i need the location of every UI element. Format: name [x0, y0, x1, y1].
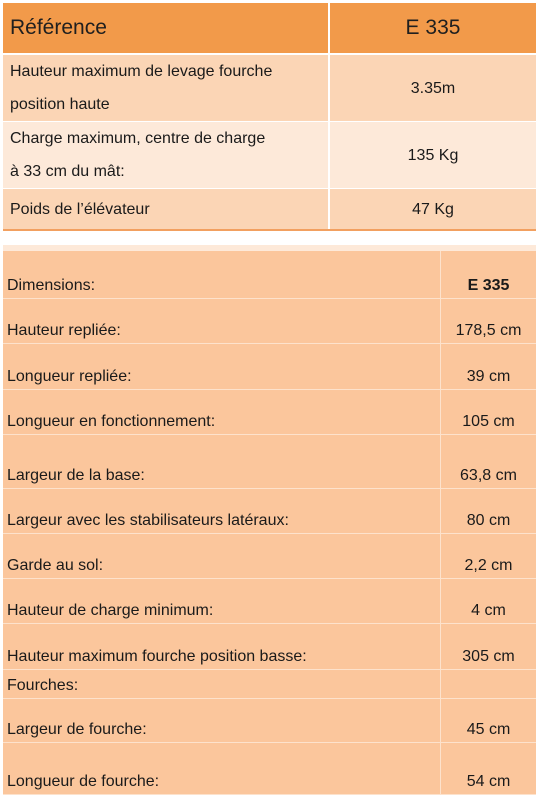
row-label: Hauteur repliée:	[3, 298, 441, 344]
row-value: 45 cm	[440, 698, 536, 743]
table-row: Largeur de fourche: 45 cm	[3, 698, 536, 743]
row-label: Largeur avec les stabilisateurs latéraux…	[3, 488, 441, 534]
row-value	[440, 669, 536, 699]
table-row: Hauteur maximum de levage fourche positio…	[3, 53, 536, 122]
row-value: 63,8 cm	[440, 434, 536, 489]
table-row: Garde au sol: 2,2 cm	[3, 533, 536, 579]
row-value: 105 cm	[440, 389, 536, 435]
table-row: Longueur en fonctionnement: 105 cm	[3, 389, 536, 435]
table-row: Hauteur de charge minimum: 4 cm	[3, 578, 536, 624]
row-label: Garde au sol:	[3, 533, 441, 579]
table-row: Charge maximum, centre de charge à 33 cm …	[3, 121, 536, 189]
dimensions-header-row: Dimensions: E 335	[3, 245, 536, 299]
table-row: Longueur de fourche: 54 cm	[3, 742, 536, 795]
row-label: Longueur repliée:	[3, 343, 441, 390]
row-value: 80 cm	[440, 488, 536, 534]
row-label: Hauteur maximum de levage fourche positio…	[3, 53, 329, 122]
row-value: 2,2 cm	[440, 533, 536, 579]
dimensions-table: Dimensions: E 335 Hauteur repliée: 178,5…	[3, 245, 536, 795]
row-label: Longueur de fourche:	[3, 742, 441, 795]
table-row: Hauteur repliée: 178,5 cm	[3, 298, 536, 344]
row-label: Fourches:	[3, 669, 441, 699]
row-label-line: Charge maximum, centre de charge	[10, 130, 266, 147]
row-label-line: Hauteur maximum de levage fourche	[10, 63, 273, 80]
row-value: 178,5 cm	[440, 298, 536, 344]
row-value: 47 Kg	[328, 188, 536, 231]
table-row: Largeur avec les stabilisateurs latéraux…	[3, 488, 536, 534]
table-row: Largeur de la base: 63,8 cm	[3, 434, 536, 489]
row-value: 4 cm	[440, 578, 536, 624]
row-label: Largeur de la base:	[3, 434, 441, 489]
row-value: 39 cm	[440, 343, 536, 390]
row-label: Longueur en fonctionnement:	[3, 389, 441, 435]
row-label-line: position haute	[10, 96, 110, 113]
dimensions-label: Dimensions:	[3, 245, 441, 299]
reference-label: Référence	[3, 3, 329, 55]
table-row: Hauteur maximum fourche position basse: …	[3, 623, 536, 670]
row-label: Charge maximum, centre de charge à 33 cm …	[3, 121, 329, 189]
row-label: Hauteur maximum fourche position basse:	[3, 623, 441, 670]
table-row: Longueur repliée: 39 cm	[3, 343, 536, 390]
row-value: 54 cm	[440, 742, 536, 795]
row-label: Hauteur de charge minimum:	[3, 578, 441, 624]
row-label: Largeur de fourche:	[3, 698, 441, 743]
dimensions-model: E 335	[440, 245, 536, 299]
table-row: Poids de l’élévateur 47 Kg	[3, 188, 536, 231]
row-label: Poids de l’élévateur	[3, 188, 329, 231]
row-value: 305 cm	[440, 623, 536, 670]
summary-table: Référence E 335 Hauteur maximum de levag…	[3, 3, 536, 231]
row-value: 135 Kg	[328, 121, 536, 189]
row-label-line: à 33 cm du mât:	[10, 163, 125, 180]
summary-header-row: Référence E 335	[3, 3, 536, 55]
row-value: 3.35m	[328, 53, 536, 122]
table-row: Fourches:	[3, 669, 536, 699]
reference-value: E 335	[328, 3, 536, 55]
